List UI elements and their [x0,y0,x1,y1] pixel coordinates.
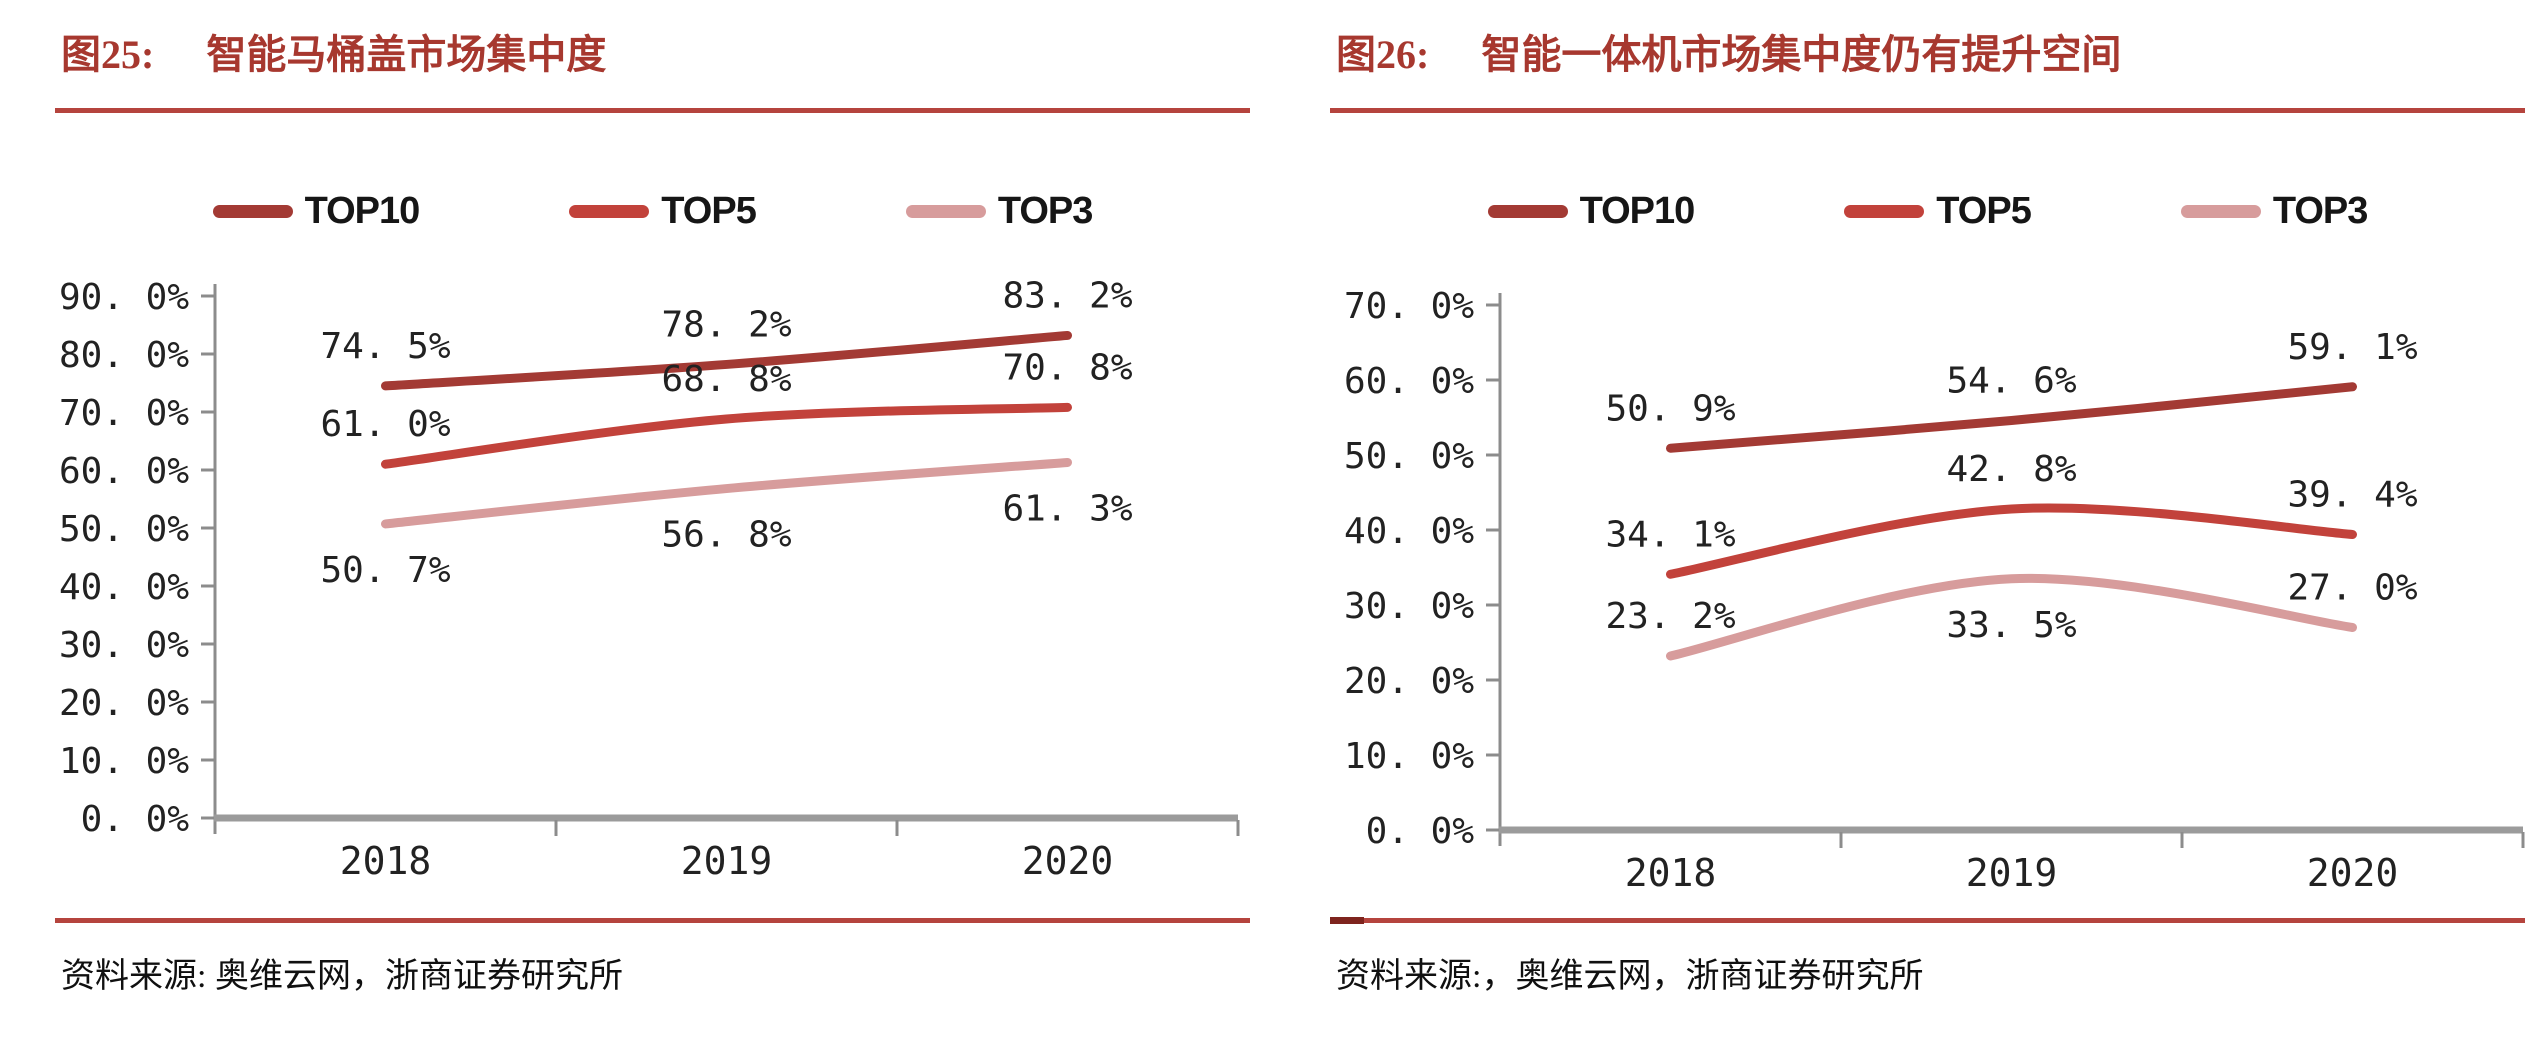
data-label-top10-2018: 74. 5% [320,326,450,367]
legend-swatch-top3 [2180,205,2261,218]
legend-item-top5: TOP5 [1844,190,2032,233]
chart-legend: TOP10 TOP5 TOP3 [1330,190,2525,233]
legend-swatch-top5 [1844,205,1925,218]
data-label-top10-2018: 50. 9% [1605,388,1735,429]
legend-item-top10: TOP10 [1487,190,1696,233]
figure-title-text: 智能一体机市场集中度仍有提升空间 [1481,32,2122,77]
data-label-top3-2020: 27. 0% [2287,568,2417,609]
legend-label-top5: TOP5 [1936,190,2032,232]
series-line-top5 [1666,503,2357,579]
y-tick-label: 70. 0% [59,393,189,434]
x-tick-label: 2018 [340,839,432,883]
y-tick-label: 10. 0% [59,741,189,782]
data-label-top3-2018: 50. 7% [320,550,450,591]
data-label-top5-2020: 39. 4% [2287,475,2417,516]
data-label-top5-2018: 34. 1% [1605,514,1735,555]
divider-dark-cap [1330,917,1364,924]
legend-item-top3: TOP3 [905,190,1094,233]
bottom-divider [1330,917,2525,924]
y-tick-label: 0. 0% [81,799,190,840]
y-tick-label: 20. 0% [1344,661,1474,702]
figure-title: 图26: 智能一体机市场集中度仍有提升空间 [1336,22,2121,80]
data-label-top3-2019: 56. 8% [661,515,791,556]
legend-swatch-top3 [905,205,986,218]
y-tick-label: 80. 0% [59,335,189,376]
figure-25: 0. 0% 10. 0% 20. 0% 30. 0% 40. 0% 50. 0% 60. 0… [55,0,1250,1042]
legend-label-top3: TOP3 [2272,190,2369,232]
x-tick-label: 2020 [1022,839,1114,883]
source-note: 资料来源:，奥维云网，浙商证券研究所 [1336,958,1924,995]
data-label-top5-2018: 61. 0% [320,404,450,445]
y-tick-label: 40. 0% [59,567,189,608]
bottom-divider [55,918,1250,923]
data-label-top10-2020: 83. 2% [1002,275,1132,316]
y-tick-label: 30. 0% [59,625,189,666]
x-tick-label: 2018 [1625,851,1717,895]
figure-title: 图25: 智能马桶盖市场集中度 [61,22,606,80]
data-label-top3-2018: 23. 2% [1605,596,1735,637]
data-label-top5-2020: 70. 8% [1002,347,1132,388]
legend-item-top5: TOP5 [569,190,757,233]
source-note: 资料来源: 奥维云网，浙商证券研究所 [61,958,623,995]
data-label-top5-2019: 42. 8% [1946,449,2076,490]
legend-swatch-top5 [569,205,650,218]
y-tick-label: 90. 0% [59,277,189,318]
series-line-top10 [381,330,1072,391]
x-tick-label: 2019 [1966,851,2058,895]
y-tick-label: 60. 0% [1344,361,1474,402]
line-chart-fig26: 0. 0% 10. 0% 20. 0% 30. 0% 40. 0% 50. 0% 60. 0… [1344,286,2525,895]
series-line-top3 [1666,573,2357,661]
chart-legend: TOP10 TOP5 TOP3 [55,190,1250,233]
y-tick-label: 30. 0% [1344,586,1474,627]
legend-swatch-top10 [1487,205,1568,218]
legend-label-top5: TOP5 [661,190,757,232]
line-chart-fig25: 0. 0% 10. 0% 20. 0% 30. 0% 40. 0% 50. 0% 60. 0… [59,275,1240,883]
legend-swatch-top10 [212,205,293,218]
x-tick-label: 2019 [681,839,773,883]
series-line-top10 [1666,382,2357,453]
y-tick-label: 10. 0% [1344,736,1474,777]
data-label-top3-2020: 61. 3% [1002,488,1132,529]
legend-label-top10: TOP10 [304,190,421,232]
data-label-top5-2019: 68. 8% [661,359,791,400]
series-line-top3 [381,457,1072,529]
y-tick-label: 50. 0% [59,509,189,550]
legend-label-top10: TOP10 [1579,190,1696,232]
data-label-top10-2019: 78. 2% [661,304,791,345]
legend-item-top10: TOP10 [212,190,421,233]
y-tick-label: 50. 0% [1344,436,1474,477]
legend-label-top3: TOP3 [997,190,1094,232]
figure-title-text: 智能马桶盖市场集中度 [206,32,607,77]
y-tick-label: 40. 0% [1344,511,1474,552]
y-tick-label: 60. 0% [59,451,189,492]
series-line-top5 [381,402,1072,469]
legend-item-top3: TOP3 [2180,190,2369,233]
figure-26: 0. 0% 10. 0% 20. 0% 30. 0% 40. 0% 50. 0% 60. 0… [1330,0,2525,1042]
title-divider [55,108,1250,113]
y-tick-label: 0. 0% [1366,811,1475,852]
y-tick-label: 20. 0% [59,683,189,724]
title-divider [1330,108,2525,113]
figure-number-label: 图26: [1336,32,1430,77]
y-tick-label: 70. 0% [1344,286,1474,327]
x-tick-label: 2020 [2307,851,2399,895]
data-label-top3-2019: 33. 5% [1946,605,2076,646]
data-label-top10-2020: 59. 1% [2287,327,2417,368]
figure-number-label: 图25: [61,32,155,77]
data-label-top10-2019: 54. 6% [1946,361,2076,402]
